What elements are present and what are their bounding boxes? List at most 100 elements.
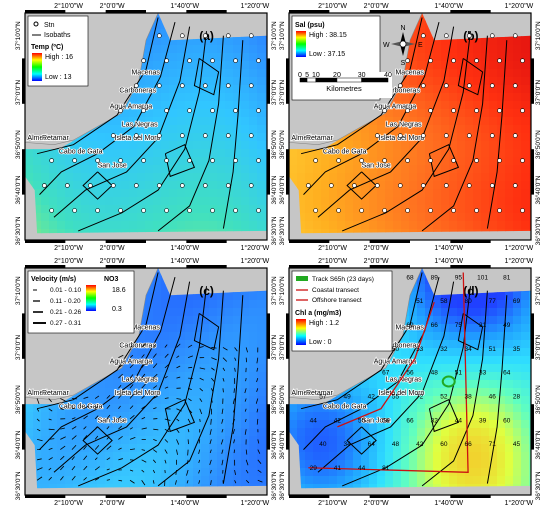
chl-value: 77 <box>489 298 497 305</box>
station-dot <box>398 83 403 88</box>
current-arrow <box>164 376 168 379</box>
panel-letter: (c) <box>199 284 214 298</box>
lat-tick-label: 36°30'0"N <box>270 216 278 245</box>
current-arrow <box>164 459 167 464</box>
transects <box>308 272 469 473</box>
current-arrow <box>210 418 212 425</box>
current-arrow <box>244 418 247 423</box>
lon-tick-label: 2°0'0"W <box>364 257 389 265</box>
place-label-retamar: Retamar <box>42 390 70 397</box>
lat-tick-label: 36°30'0"N <box>534 216 542 245</box>
current-arrow <box>164 418 171 421</box>
current-arrow <box>186 469 189 476</box>
current-arrow <box>187 344 193 348</box>
station-dot <box>443 133 449 138</box>
current-arrow <box>118 385 122 389</box>
lon-tick-label: 2°0'0"W <box>100 499 125 507</box>
legend-velocity: Velocity (m/s) 0.01 - 0.10 0.11 - 0.20 0.21… <box>27 270 135 334</box>
current-arrow <box>199 367 206 370</box>
current-arrow <box>94 395 100 399</box>
coastal-label: Coastal transect <box>312 287 359 294</box>
isobath-line <box>421 35 488 232</box>
lat-tick-label: 36°50'0"N <box>14 130 22 159</box>
station-dot <box>225 83 231 88</box>
isobath-line <box>164 144 196 178</box>
place-label-almeria: Almeria <box>291 390 315 397</box>
isobath-line <box>428 144 460 178</box>
current-arrow <box>244 408 247 412</box>
lon-tick-label: 1°40'0"W <box>434 2 463 10</box>
place-label-agua_amarga: Agua Amarga <box>110 358 153 365</box>
lon-tick-label: 1°20'0"W <box>240 2 269 10</box>
chl-value: 69 <box>513 298 521 305</box>
current-arrow <box>164 353 169 358</box>
lat-tick-label: 36°40'0"N <box>14 175 22 204</box>
legend-high: High : 16 <box>45 54 73 61</box>
station-dot <box>141 158 146 163</box>
lon-tick-label: 1°20'0"W <box>504 499 533 507</box>
station-dot <box>405 208 410 213</box>
lat-tick-label: 37°10'0"N <box>14 21 22 50</box>
chl-value: 34 <box>464 346 472 353</box>
chl-value: 81 <box>382 465 390 472</box>
current-arrow <box>175 480 177 485</box>
chl-value: 95 <box>455 274 463 281</box>
station-dot <box>375 133 380 138</box>
lon-tick-label: 2°0'0"W <box>100 257 125 265</box>
isobath-line <box>157 35 224 232</box>
legend-low: Low : 37.15 <box>309 51 345 58</box>
current-arrow <box>199 346 204 348</box>
lon-tick-label: 1°20'0"W <box>240 244 269 252</box>
current-arrow <box>141 459 147 463</box>
station-dot <box>398 183 403 188</box>
current-arrow <box>129 469 134 472</box>
current-arrow <box>71 426 77 430</box>
lon-tick-label: 1°40'0"W <box>434 244 463 252</box>
scale-segment <box>361 77 389 83</box>
chl-value: 46 <box>489 394 497 401</box>
place-label-almeria: Almeria <box>291 135 315 142</box>
lon-tick-label: 2°0'0"W <box>100 244 125 252</box>
current-arrow <box>221 429 224 433</box>
current-arrow <box>94 445 100 450</box>
chl-value: 29 <box>310 465 318 472</box>
station-dot <box>187 58 192 63</box>
current-arrow <box>48 438 55 440</box>
station-dot <box>180 133 185 138</box>
chl-value: 66 <box>464 441 472 448</box>
station-symbol <box>33 21 39 27</box>
lon-tick-label: 2°10'0"W <box>54 2 83 10</box>
current-arrow <box>187 408 193 414</box>
current-arrow <box>176 408 182 412</box>
current-arrow <box>118 405 121 409</box>
chl-value: 64 <box>368 441 376 448</box>
place-label-carboneras: Carboneras <box>119 342 156 349</box>
station-dot <box>336 208 341 213</box>
color-ramp <box>32 53 42 81</box>
current-arrow <box>245 459 249 466</box>
place-label-san_jose: San Jose <box>362 162 391 169</box>
chl-value: 45 <box>513 441 521 448</box>
current-arrow <box>83 426 87 430</box>
current-arrow <box>94 405 99 410</box>
isobath-line <box>193 57 220 96</box>
station-dot <box>118 158 123 163</box>
current-arrow <box>129 479 135 484</box>
isobath-line <box>457 57 484 96</box>
station-dot <box>329 183 334 188</box>
current-arrow <box>141 354 145 358</box>
station-dot <box>256 158 261 163</box>
chl-value: 49 <box>343 394 351 401</box>
no3-low: 0.3 <box>112 306 122 313</box>
current-arrow <box>234 480 237 484</box>
station-dot <box>157 83 162 88</box>
chl-value: 80 <box>464 298 472 305</box>
station-dot <box>421 83 426 88</box>
station-dot <box>49 208 54 213</box>
current-arrow <box>176 449 178 455</box>
legend-low: Low : 13 <box>45 74 72 81</box>
current-arrow <box>245 469 249 474</box>
station-dot <box>187 158 192 163</box>
isobath-line <box>193 312 220 351</box>
